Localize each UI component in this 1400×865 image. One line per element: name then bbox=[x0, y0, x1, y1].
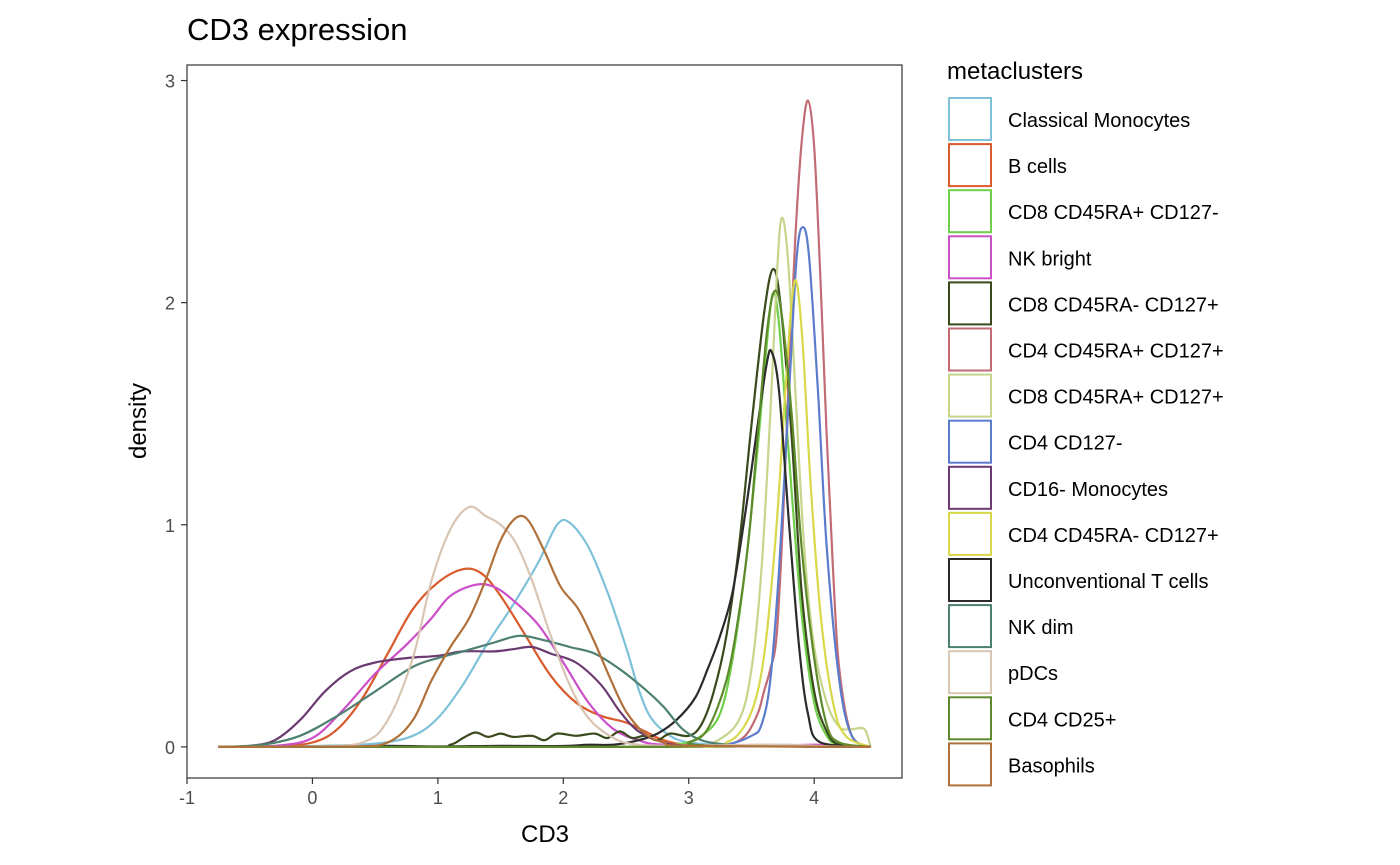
legend-key bbox=[948, 604, 992, 649]
legend-label: CD8 CD45RA+ CD127- bbox=[1008, 202, 1219, 224]
legend: Classical Monocytes B cells CD8 CD45RA+ CD… bbox=[948, 97, 1224, 787]
plot-area: -1 0 1 2 3 4 0 1 2 3 bbox=[165, 64, 903, 808]
legend-item: pDCs bbox=[948, 650, 1058, 695]
legend-label: B cells bbox=[1008, 156, 1067, 178]
legend-item: CD8 CD45RA+ CD127+ bbox=[948, 373, 1224, 418]
x-tick-label: 2 bbox=[558, 788, 568, 808]
density-line-7 bbox=[218, 226, 872, 749]
x-tick-label: 1 bbox=[433, 788, 443, 808]
legend-label: NK dim bbox=[1008, 617, 1074, 639]
legend-item: B cells bbox=[948, 143, 1067, 188]
legend-key bbox=[948, 419, 992, 464]
legend-label: Classical Monocytes bbox=[1008, 110, 1190, 132]
legend-label: CD4 CD127- bbox=[1008, 433, 1122, 455]
density-line-14 bbox=[218, 514, 871, 748]
legend-key bbox=[948, 373, 992, 418]
legend-label: CD8 CD45RA+ CD127+ bbox=[1008, 387, 1224, 409]
legend-key bbox=[948, 281, 992, 326]
x-tick-label: 4 bbox=[809, 788, 819, 808]
density-line-0 bbox=[218, 518, 871, 748]
legend-item: CD4 CD45RA- CD127+ bbox=[948, 511, 1219, 556]
legend-label: CD4 CD45RA+ CD127+ bbox=[1008, 341, 1224, 363]
legend-key bbox=[948, 465, 992, 510]
legend-key bbox=[948, 511, 992, 556]
chart-title: CD3 expression bbox=[187, 12, 408, 47]
legend-item: CD4 CD25+ bbox=[948, 696, 1116, 741]
y-tick-label: 2 bbox=[165, 294, 175, 314]
legend-label: CD8 CD45RA- CD127+ bbox=[1008, 294, 1219, 316]
legend-item: CD16- Monocytes bbox=[948, 465, 1168, 510]
x-tick-label: 3 bbox=[684, 788, 694, 808]
legend-item: CD4 CD127- bbox=[948, 419, 1122, 464]
legend-key bbox=[948, 742, 992, 787]
density-line-12 bbox=[218, 505, 871, 748]
legend-key bbox=[948, 327, 992, 372]
panel-border bbox=[186, 64, 903, 779]
legend-label: Basophils bbox=[1008, 755, 1095, 777]
density-line-11 bbox=[218, 634, 871, 748]
legend-key bbox=[948, 650, 992, 695]
legend-label: CD4 CD25+ bbox=[1008, 709, 1116, 731]
x-axis-title: CD3 bbox=[521, 821, 569, 848]
legend-label: NK bright bbox=[1008, 248, 1092, 270]
legend-title: metaclusters bbox=[947, 58, 1083, 85]
legend-key bbox=[948, 558, 992, 602]
legend-item: Classical Monocytes bbox=[948, 97, 1190, 141]
legend-item: Unconventional T cells bbox=[948, 558, 1209, 602]
legend-key bbox=[948, 696, 992, 741]
y-tick-label: 3 bbox=[165, 72, 175, 92]
y-tick-label: 1 bbox=[165, 516, 175, 536]
y-tick-label: 0 bbox=[165, 738, 175, 758]
legend-key bbox=[948, 143, 992, 188]
legend-item: NK bright bbox=[948, 235, 1092, 280]
x-tick-label: -1 bbox=[179, 788, 195, 808]
legend-key bbox=[948, 235, 992, 280]
legend-item: Basophils bbox=[948, 742, 1095, 787]
legend-item: CD4 CD45RA+ CD127+ bbox=[948, 327, 1224, 372]
y-axis-title: density bbox=[125, 383, 152, 459]
legend-item: CD8 CD45RA+ CD127- bbox=[948, 189, 1219, 234]
legend-key bbox=[948, 97, 992, 141]
legend-label: Unconventional T cells bbox=[1008, 571, 1209, 593]
legend-item: CD8 CD45RA- CD127+ bbox=[948, 281, 1219, 326]
legend-key bbox=[948, 189, 992, 234]
x-tick-label: 0 bbox=[307, 788, 317, 808]
legend-label: CD16- Monocytes bbox=[1008, 479, 1168, 501]
legend-label: CD4 CD45RA- CD127+ bbox=[1008, 525, 1219, 547]
legend-item: NK dim bbox=[948, 604, 1074, 649]
density-line-1 bbox=[218, 567, 871, 748]
legend-label: pDCs bbox=[1008, 663, 1058, 685]
